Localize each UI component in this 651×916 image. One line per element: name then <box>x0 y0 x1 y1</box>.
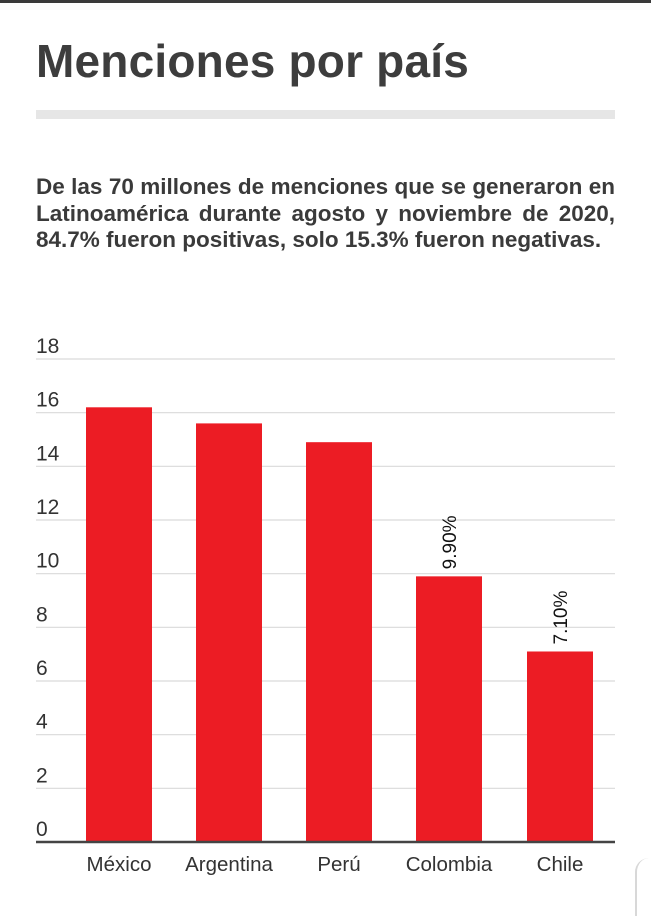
x-tick-label: México <box>87 853 152 876</box>
title-divider <box>36 110 615 119</box>
bar-argentina <box>196 423 262 842</box>
bar-colombia <box>416 576 482 842</box>
y-tick-label: 10 <box>36 550 59 573</box>
description-text: De las 70 millones de menciones que se g… <box>36 174 615 252</box>
bar-perú <box>306 442 372 842</box>
y-tick-label: 2 <box>36 764 48 787</box>
x-tick-label: Argentina <box>185 853 273 876</box>
data-label: 7.10% <box>551 591 572 645</box>
y-tick-label: 14 <box>36 442 60 465</box>
bar-chart: 0 2 4 6 8 10 12 14 16 18 México Argentina Perú 9.90% C… <box>36 335 615 876</box>
top-border <box>0 0 651 3</box>
y-tick-label: 0 <box>36 818 48 841</box>
y-tick-label: 8 <box>36 603 48 626</box>
bar-méxico <box>86 407 152 842</box>
y-tick-label: 16 <box>36 389 59 412</box>
y-tick-label: 18 <box>36 335 59 358</box>
x-tick-label: Chile <box>537 853 584 876</box>
y-tick-label: 6 <box>36 657 48 680</box>
data-label: 9.90% <box>440 515 461 569</box>
x-tick-label: Colombia <box>406 853 493 876</box>
page-edge <box>635 858 651 916</box>
bar-chile <box>527 651 593 842</box>
page-title: Menciones por país <box>36 35 470 87</box>
y-tick-label: 12 <box>36 496 59 519</box>
y-tick-label: 4 <box>36 711 48 734</box>
x-tick-label: Perú <box>317 853 360 876</box>
